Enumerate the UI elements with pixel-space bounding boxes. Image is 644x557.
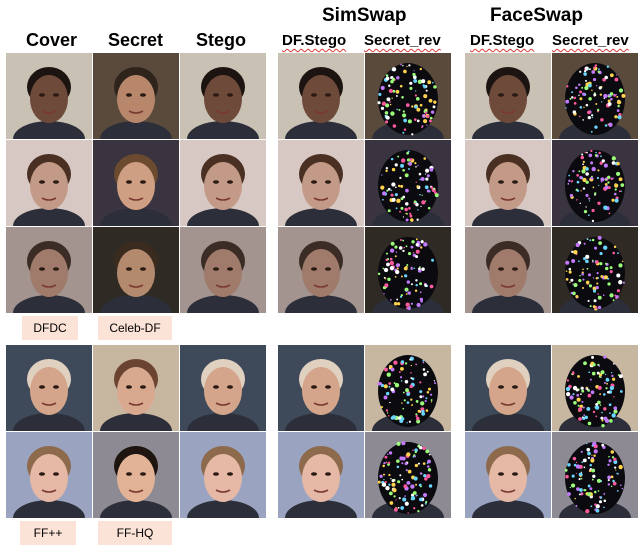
face-image-faceswap-df-stego [465, 345, 551, 431]
face-image-simswap-secret-rev [365, 432, 451, 518]
face-image-faceswap-df-stego [465, 53, 551, 139]
header-simswap: SimSwap [322, 5, 407, 26]
tag-ffpp: FF++ [20, 521, 76, 545]
face-image-cover [6, 53, 92, 139]
face-image-cover [6, 227, 92, 313]
face-image-simswap-df-stego [278, 345, 364, 431]
face-image-faceswap-secret-rev [552, 345, 638, 431]
header-secret: Secret [108, 30, 164, 50]
face-image-cover [6, 432, 92, 518]
face-image-simswap-df-stego [278, 53, 364, 139]
header-faceswap-df-stego: DF.Stego [470, 32, 535, 49]
face-image-faceswap-secret-rev [552, 432, 638, 518]
header-stego: Stego [196, 30, 247, 50]
face-image-secret [93, 227, 179, 313]
face-image-cover [6, 140, 92, 226]
header-simswap-secret-rev: Secret_rev [364, 32, 441, 49]
tag-dfdc: DFDC [22, 316, 78, 340]
face-image-simswap-secret-rev [365, 140, 451, 226]
face-image-stego [180, 53, 266, 139]
face-image-secret [93, 140, 179, 226]
face-image-faceswap-secret-rev [552, 53, 638, 139]
face-image-simswap-df-stego [278, 432, 364, 518]
face-image-simswap-secret-rev [365, 53, 451, 139]
face-image-simswap-secret-rev [365, 227, 451, 313]
face-image-stego [180, 227, 266, 313]
header-faceswap: FaceSwap [490, 5, 583, 26]
tag-ffhq: FF-HQ [98, 521, 172, 545]
face-image-faceswap-df-stego [465, 227, 551, 313]
face-image-secret [93, 432, 179, 518]
face-image-simswap-df-stego [278, 140, 364, 226]
face-image-secret [93, 345, 179, 431]
face-image-faceswap-df-stego [465, 432, 551, 518]
face-image-secret [93, 53, 179, 139]
face-image-stego [180, 140, 266, 226]
face-image-faceswap-secret-rev [552, 140, 638, 226]
face-image-simswap-df-stego [278, 227, 364, 313]
header-faceswap-secret-rev: Secret_rev [552, 32, 629, 49]
header-simswap-df-stego: DF.Stego [282, 32, 347, 49]
face-image-cover [6, 345, 92, 431]
face-image-faceswap-df-stego [465, 140, 551, 226]
face-image-simswap-secret-rev [365, 345, 451, 431]
face-image-stego [180, 345, 266, 431]
header-cover: Cover [26, 30, 78, 50]
face-image-faceswap-secret-rev [552, 227, 638, 313]
tag-celeb-df: Celeb-DF [98, 316, 172, 340]
face-image-stego [180, 432, 266, 518]
